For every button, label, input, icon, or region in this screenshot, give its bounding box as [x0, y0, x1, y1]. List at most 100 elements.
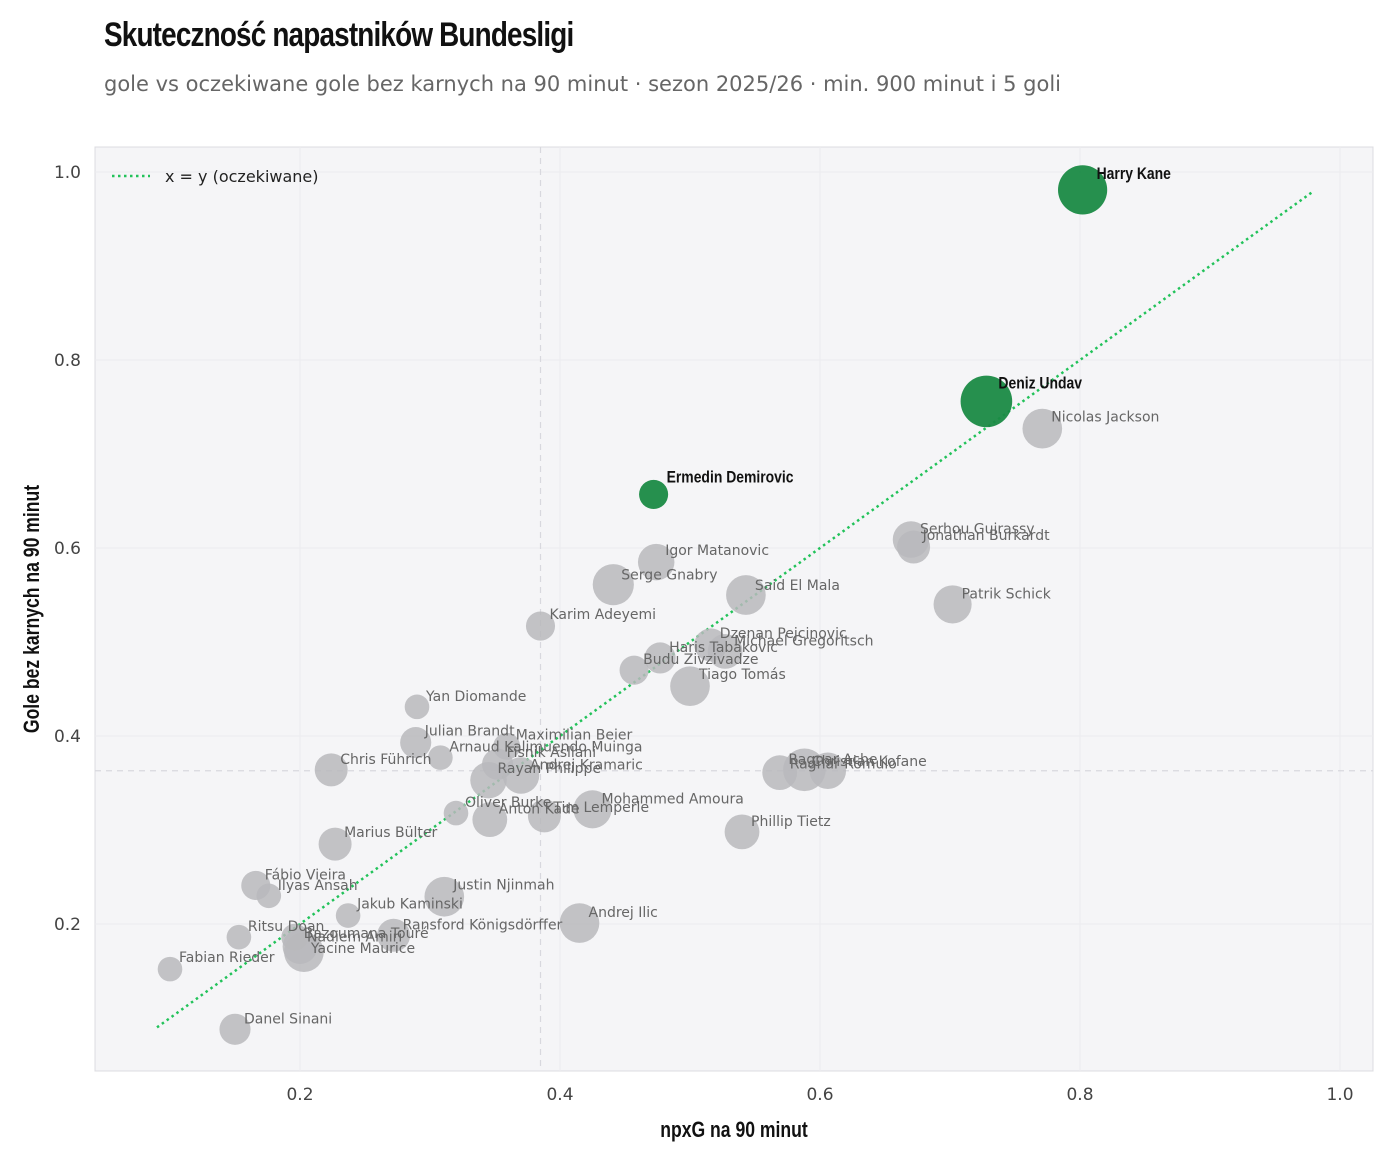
point-label-14: Budu Zivzivadze — [643, 652, 758, 668]
point-34 — [559, 903, 600, 943]
point-39 — [284, 932, 324, 973]
x-tick-label-1: 0.4 — [546, 1085, 573, 1105]
point-19 — [502, 757, 540, 794]
point-37 — [226, 924, 252, 950]
highlight-label-0: Harry Kane — [1097, 165, 1172, 184]
point-label-27: Mohammed Amoura — [602, 791, 744, 807]
point-label-5: Jonathan Burkardt — [922, 528, 1050, 544]
point-14 — [400, 727, 432, 759]
y-axis-label: Gole bez karnych na 90 minut — [20, 485, 44, 734]
point-label-30: Anton Kade — [499, 802, 580, 818]
point-26 — [527, 799, 561, 833]
legend: x = y (oczekiwane) — [112, 167, 319, 186]
point-6 — [726, 575, 766, 615]
point-10 — [707, 634, 743, 669]
y-tick-label-4: 1.0 — [54, 163, 81, 183]
chart-subtitle: gole vs oczekiwane gole bez karnych na 9… — [104, 72, 1062, 96]
point-24 — [573, 790, 612, 829]
point-label-21: Chris Führich — [340, 752, 431, 768]
point-32 — [424, 876, 465, 917]
y-tick-label-1: 0.4 — [54, 727, 81, 747]
x-axis-label: npxG na 90 minut — [660, 1118, 808, 1142]
y-tick-label-3: 0.8 — [54, 351, 81, 371]
point-label-38: Bazoumana Touré — [304, 926, 429, 942]
point-9 — [644, 642, 676, 674]
median-lines — [95, 147, 1373, 1071]
point-31 — [256, 883, 282, 909]
point-16 — [428, 745, 453, 770]
point-label-11: Dzenan Pejcinovic — [720, 626, 847, 642]
point-25 — [443, 800, 469, 826]
point-label-3: Nicolas Jackson — [1051, 410, 1159, 426]
x-tick-label-4: 1.0 — [1326, 1085, 1353, 1105]
point-29 — [318, 827, 352, 861]
point-label-31: Phillip Tietz — [751, 814, 831, 830]
point-12 — [670, 666, 710, 707]
point-label-40: Ritsu Doan — [248, 919, 325, 935]
point-label-37: Andrej Ilic — [589, 905, 658, 921]
highlight-label-1: Deniz Undav — [998, 374, 1082, 393]
point-label-39: Ransford Königsdörffer — [403, 917, 563, 933]
point-label-19: Arnaud Kalimuendo Muinga — [449, 740, 642, 756]
point-label-22: Andrej Kramaric — [530, 757, 643, 773]
point-2 — [897, 530, 931, 564]
point-label-10: Karim Adeyemi — [550, 607, 657, 623]
point-label-42: Yacine Maurice — [310, 941, 415, 957]
point-28 — [724, 814, 760, 850]
point-40 — [157, 956, 183, 982]
point-33 — [335, 903, 361, 928]
x-axis-ticks: 0.2 0.4 0.6 0.8 1.0 — [286, 1085, 1353, 1105]
highlight-point-1 — [960, 375, 1013, 428]
point-labels: Harry Kane Deniz Undav Ermedin Demirovic Ni… — [179, 165, 1171, 1028]
point-label-17: Julian Brandt — [424, 724, 515, 740]
point-0 — [1022, 408, 1063, 449]
chart-title: Skuteczność napastników Bundesligi — [104, 16, 574, 54]
point-18 — [314, 753, 348, 787]
point-label-26: Ragnar Romulo — [790, 757, 897, 773]
point-3 — [933, 585, 972, 624]
highlight-point-0 — [1058, 165, 1108, 215]
data-points — [157, 165, 1108, 1045]
point-label-13: Michael Gregoritsch — [734, 633, 873, 649]
point-label-29: Tim Lemperle — [552, 800, 649, 816]
point-label-8: Serge Gnabry — [621, 568, 717, 584]
y-axis-ticks: 0.2 0.4 0.6 0.8 1.0 — [54, 163, 81, 935]
highlight-label-2: Ermedin Demirovic — [667, 468, 794, 487]
point-27 — [472, 802, 508, 838]
y-tick-label-2: 0.6 — [54, 539, 81, 559]
diagonal-reference — [156, 189, 1315, 1029]
point-label-35: Justin Njinmah — [452, 878, 554, 894]
point-7 — [525, 611, 556, 641]
legend-label: x = y (oczekiwane) — [165, 167, 319, 186]
point-label-12: Haris Tabakovic — [669, 640, 778, 656]
point-13 — [404, 694, 430, 720]
point-label-15: Tiago Tomás — [698, 667, 786, 683]
point-4 — [637, 543, 675, 581]
point-label-41: Nadiem Amiri — [307, 930, 402, 946]
x-tick-label-0: 0.2 — [286, 1085, 313, 1105]
point-label-24: Christian Kofane — [812, 754, 927, 770]
point-label-6: Patrik Schick — [962, 586, 1052, 602]
point-label-20: Fisnik Asllani — [507, 745, 597, 761]
point-label-25: Ragnar Ache — [788, 752, 877, 768]
point-20 — [470, 761, 507, 799]
gridlines — [95, 147, 1373, 1071]
point-label-36: Jakub Kaminski — [356, 897, 463, 913]
point-label-9: Said El Mala — [755, 578, 840, 594]
point-label-23: Rayan Philippe — [498, 761, 602, 777]
point-23 — [762, 755, 798, 791]
x-tick-label-2: 0.6 — [806, 1085, 833, 1105]
point-label-34: Ilyas Ansah — [278, 878, 358, 894]
point-5 — [592, 564, 634, 606]
point-label-16: Yan Diomande — [425, 689, 526, 705]
point-label-18: Maximilian Beier — [516, 727, 633, 743]
point-label-43: Fabian Rieder — [179, 950, 275, 966]
point-36 — [377, 918, 411, 952]
point-label-7: Igor Matanovic — [665, 543, 769, 559]
point-label-28: Oliver Burke — [465, 795, 551, 811]
point-label-33: Fábio Vieira — [265, 867, 346, 883]
point-41 — [219, 1013, 251, 1045]
highlight-point-2 — [639, 479, 669, 509]
y-tick-label-0: 0.2 — [54, 915, 81, 935]
